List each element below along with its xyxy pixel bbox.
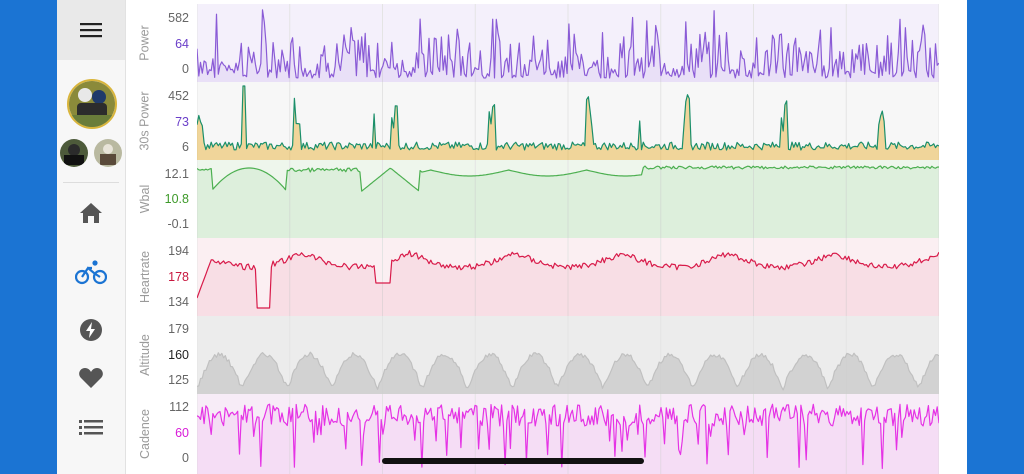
list-icon xyxy=(79,420,103,435)
tick-min: 125 xyxy=(168,373,189,387)
sidebar xyxy=(57,0,126,474)
tick-min: -0.1 xyxy=(167,217,189,231)
power30-area xyxy=(197,86,939,160)
axis-title: Wbal xyxy=(137,184,152,214)
tick-min: 0 xyxy=(182,62,189,76)
menu-button[interactable] xyxy=(57,0,125,60)
altitude-panel: Altitude 179 160 125 xyxy=(125,316,967,394)
power-line xyxy=(197,9,939,79)
divider xyxy=(63,182,119,183)
nav-home[interactable] xyxy=(57,191,125,235)
cadence-trace xyxy=(197,394,939,474)
nav-list[interactable] xyxy=(57,405,125,449)
power-panel: Power 582 64 0 xyxy=(125,4,967,82)
tick-mid: 160 xyxy=(168,348,189,362)
tick-min: 134 xyxy=(168,295,189,309)
heartrate-area xyxy=(197,250,939,316)
heart-icon xyxy=(79,368,103,388)
hamburger-menu-icon xyxy=(80,23,102,38)
power30-trace xyxy=(197,82,939,160)
axis-title: Altitude xyxy=(138,334,153,376)
wbal-area xyxy=(197,166,939,238)
cadence-panel: Cadence 112 60 0 xyxy=(125,394,967,474)
home-indicator[interactable] xyxy=(382,458,644,464)
altitude-area xyxy=(197,352,939,394)
axis-title: Heartrate xyxy=(138,250,153,304)
app-window: Power 582 64 0 30s Power 452 73 6 Wbal 1… xyxy=(57,0,967,474)
tick-mid: 73 xyxy=(175,115,189,129)
heartrate-plot[interactable] xyxy=(197,238,939,316)
wbal-plot[interactable] xyxy=(197,160,939,238)
power30-line xyxy=(197,85,939,151)
lightning-icon xyxy=(80,319,102,341)
altitude-plot[interactable] xyxy=(197,316,939,394)
tick-mid: 178 xyxy=(168,270,189,284)
tick-max: 179 xyxy=(168,322,189,336)
tick-mid: 10.8 xyxy=(164,192,189,206)
cadence-line xyxy=(197,403,939,470)
athlete-avatar-main[interactable] xyxy=(67,79,117,129)
nav-health[interactable] xyxy=(57,356,125,400)
tick-mid: 64 xyxy=(175,37,189,51)
axis-title: Power xyxy=(138,25,152,61)
avatar-image xyxy=(60,139,88,167)
home-icon xyxy=(80,203,102,223)
athlete-avatar-2[interactable] xyxy=(60,139,88,167)
nav-power[interactable] xyxy=(57,308,125,352)
power-plot[interactable] xyxy=(197,4,939,82)
altitude-trace xyxy=(197,316,939,394)
wbal-panel: Wbal 12.1 10.8 -0.1 xyxy=(125,160,967,238)
altitude-line xyxy=(197,351,939,391)
tick-max: 112 xyxy=(169,400,189,414)
tick-max: 582 xyxy=(168,11,189,25)
heartrate-panel: Heartrate 194 178 134 xyxy=(125,238,967,316)
heartrate-line xyxy=(197,250,939,309)
power30-panel: 30s Power 452 73 6 xyxy=(125,82,967,160)
tick-max: 194 xyxy=(168,244,189,258)
avatar-image xyxy=(94,139,122,167)
heartrate-trace xyxy=(197,238,939,316)
wbal-trace xyxy=(197,160,939,238)
axis-title: 30s Power xyxy=(138,91,152,151)
athlete-avatar-3[interactable] xyxy=(94,139,122,167)
tick-min: 0 xyxy=(182,451,189,465)
cadence-plot[interactable] xyxy=(197,394,939,474)
avatar-image xyxy=(69,81,115,127)
power-trace xyxy=(197,4,939,82)
tick-min: 6 xyxy=(182,140,189,154)
nav-rides[interactable] xyxy=(57,250,125,294)
activity-charts: Power 582 64 0 30s Power 452 73 6 Wbal 1… xyxy=(125,0,967,474)
tick-max: 452 xyxy=(168,89,189,103)
power30-plot[interactable] xyxy=(197,82,939,160)
bicycle-icon xyxy=(75,260,107,285)
tick-max: 12.1 xyxy=(164,167,189,181)
axis-title: Cadence xyxy=(138,408,153,460)
tick-mid: 60 xyxy=(175,426,189,440)
wbal-line xyxy=(197,165,939,192)
